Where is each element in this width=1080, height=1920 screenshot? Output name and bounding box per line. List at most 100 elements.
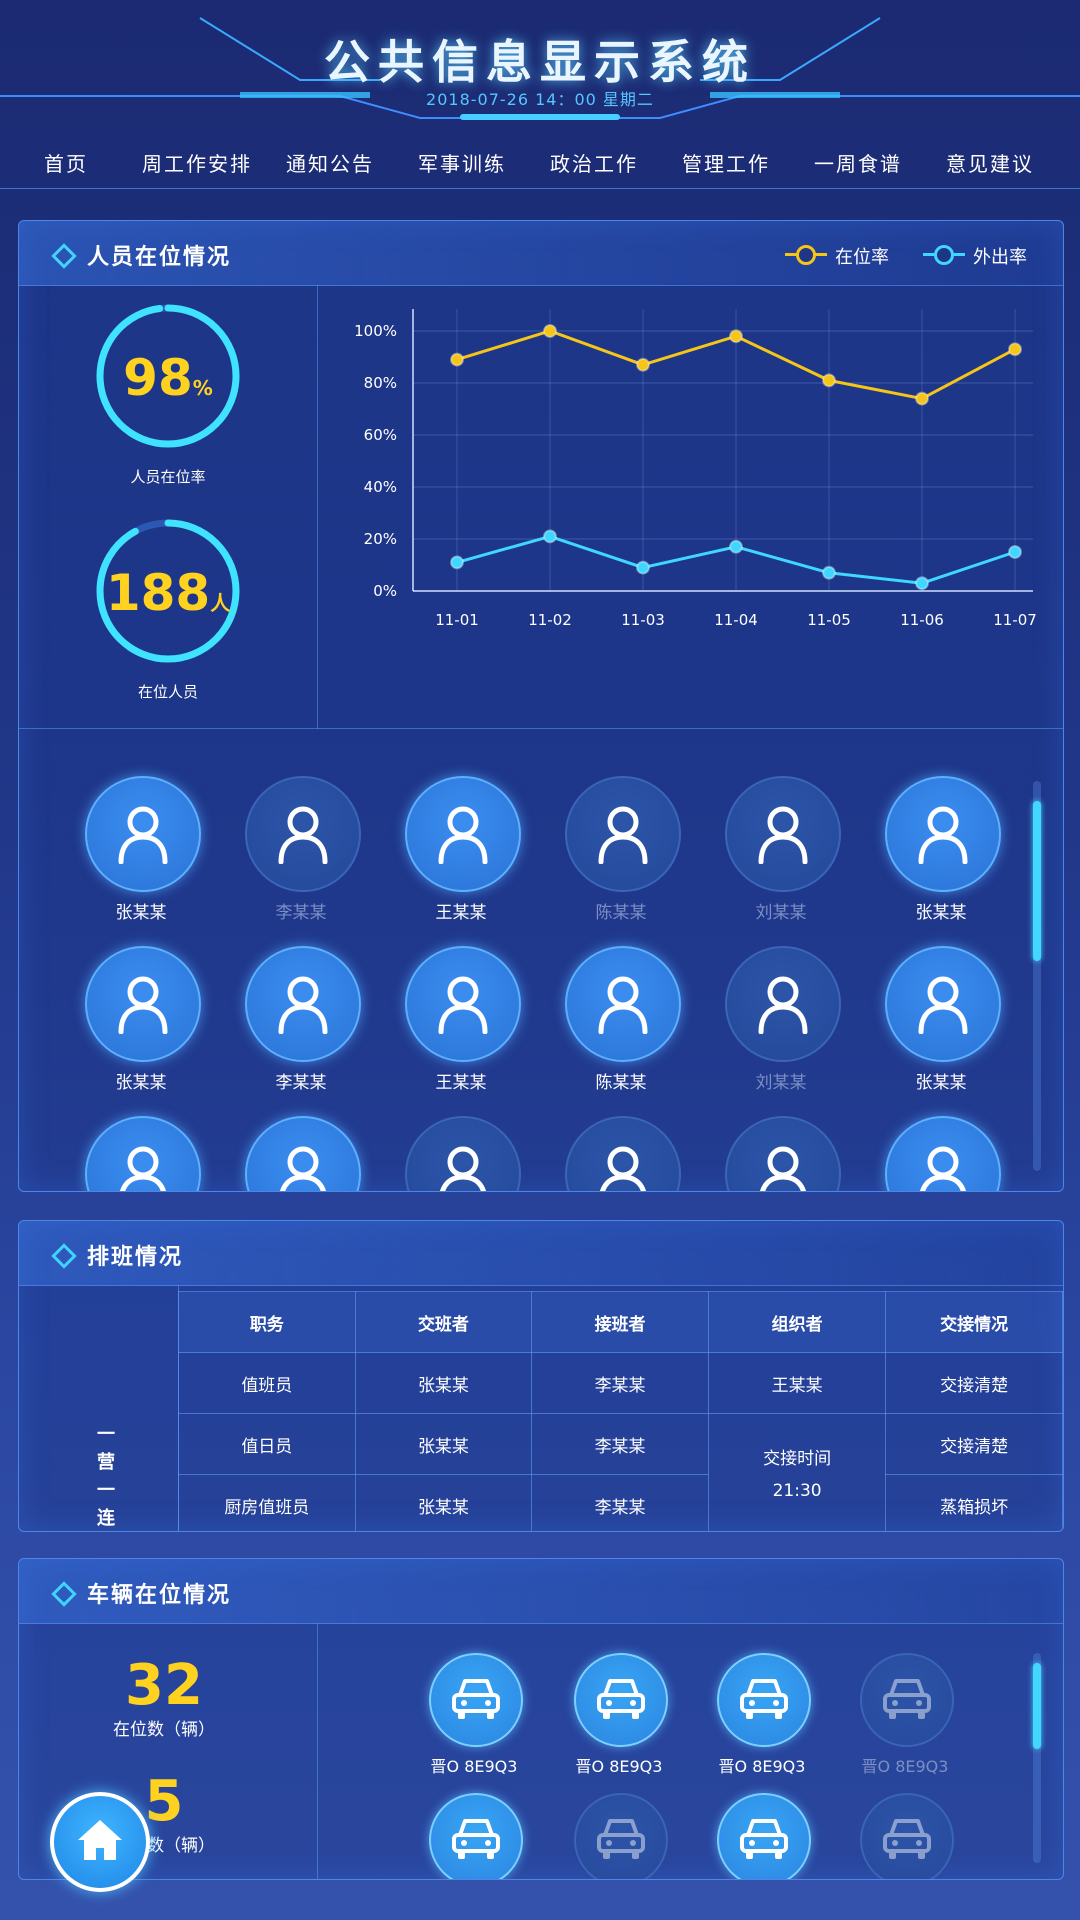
present-count-value: 188人 (105, 564, 231, 622)
person-card[interactable] (881, 1116, 1001, 1191)
x-tick-label: 11-07 (993, 611, 1037, 629)
user-icon (120, 1146, 166, 1191)
person-card[interactable]: 张某某 (81, 946, 201, 1106)
nav-item-suggestions[interactable]: 意见建议 (946, 152, 1034, 176)
avatar (245, 776, 361, 892)
vehicle-card[interactable]: 晋O 8E9Q3 (559, 1653, 679, 1783)
vehicle-card[interactable]: 晋O 8E9Q3 (845, 1653, 965, 1783)
nav-item-notices[interactable]: 通知公告 (286, 152, 374, 176)
avatar (565, 1116, 681, 1191)
avatar (565, 946, 681, 1062)
person-name: 张某某 (115, 1073, 167, 1093)
vehicle-avatar (574, 1653, 668, 1747)
personnel-scrollbar[interactable] (1033, 781, 1041, 1171)
person-card[interactable] (401, 1116, 521, 1191)
vehicle-card[interactable] (845, 1793, 965, 1879)
nav-item-military-training[interactable]: 军事训练 (418, 152, 506, 176)
column-header: 组织者 (707, 1291, 887, 1353)
table-cell: 厨房值班员 (178, 1474, 356, 1531)
table-cell: 交接清楚 (885, 1352, 1063, 1414)
diamond-icon (51, 1243, 77, 1269)
person-card[interactable]: 李某某 (241, 776, 361, 936)
personnel-scroll-thumb[interactable] (1033, 801, 1041, 961)
data-point (543, 529, 557, 544)
x-tick-label: 11-06 (900, 611, 944, 629)
person-card[interactable]: 张某某 (881, 946, 1001, 1106)
legend-label: 在位率 (835, 247, 889, 268)
person-name: 刘某某 (755, 903, 807, 923)
personnel-panel-header: 人员在位情况 在位率 外出率 (19, 221, 1063, 286)
person-card[interactable]: 陈某某 (561, 946, 681, 1106)
person-name: 李某某 (275, 1073, 327, 1093)
person-name: 刘某某 (755, 1073, 807, 1093)
user-icon (118, 806, 168, 864)
user-icon (280, 1146, 326, 1191)
person-name: 王某某 (435, 1073, 487, 1093)
user-icon (758, 806, 808, 864)
x-tick-label: 11-02 (528, 611, 572, 629)
vehicle-avatar (717, 1653, 811, 1747)
nav-item-weekly-work[interactable]: 周工作安排 (142, 152, 252, 176)
handover-time-cell: 交接时间 21:30 (707, 1413, 887, 1531)
car-icon (883, 1679, 931, 1719)
person-card[interactable]: 李某某 (241, 946, 361, 1106)
avatar (725, 1116, 841, 1191)
user-icon (918, 976, 968, 1034)
y-tick-label: 80% (364, 374, 397, 392)
data-point (1008, 545, 1022, 559)
person-name: 李某某 (275, 903, 327, 923)
presence-rate-ring (96, 304, 240, 448)
avatar (245, 946, 361, 1062)
person-card[interactable] (561, 1116, 681, 1191)
y-tick-label: 100% (354, 322, 397, 340)
column-header: 交接情况 (885, 1291, 1063, 1353)
vehicles-scroll-thumb[interactable] (1033, 1663, 1041, 1749)
table-cell: 李某某 (531, 1413, 709, 1475)
vehicle-card[interactable]: 晋O 8E9Q3 (702, 1653, 822, 1783)
person-card[interactable]: 刘某某 (721, 776, 841, 936)
y-tick-label: 0% (373, 582, 397, 600)
person-card[interactable]: 王某某 (401, 946, 521, 1106)
avatar (565, 776, 681, 892)
home-icon (78, 1820, 122, 1860)
avatar (405, 776, 521, 892)
table-cell: 张某某 (354, 1352, 533, 1414)
nav-item-management[interactable]: 管理工作 (682, 152, 770, 176)
person-card[interactable]: 刘某某 (721, 946, 841, 1106)
person-card[interactable]: 张某某 (81, 776, 201, 936)
person-card[interactable]: 陈某某 (561, 776, 681, 936)
avatar (85, 1116, 201, 1191)
page-title: 公共信息显示系统 (324, 35, 756, 89)
table-cell: 值班员 (178, 1352, 356, 1414)
person-card[interactable]: 张某某 (881, 776, 1001, 936)
user-icon (600, 1146, 646, 1191)
avatar (725, 946, 841, 1062)
user-icon (918, 806, 968, 864)
nav-item-weekly-menu[interactable]: 一周食谱 (814, 152, 902, 176)
vehicle-card[interactable]: 晋O 8E9Q3 (414, 1653, 534, 1783)
vehicle-avatar (429, 1653, 523, 1747)
vehicles-scrollbar[interactable] (1033, 1653, 1041, 1863)
person-card[interactable] (721, 1116, 841, 1191)
user-icon (598, 976, 648, 1034)
vehicle-avatar (860, 1653, 954, 1747)
person-card[interactable]: 王某某 (401, 776, 521, 936)
car-icon (452, 1819, 500, 1859)
person-card[interactable] (241, 1116, 361, 1191)
datetime-display: 2018-07-26 14：00 星期二 (426, 90, 654, 109)
person-name: 王某某 (435, 903, 487, 923)
nav-item-political-work[interactable]: 政治工作 (550, 152, 638, 176)
car-icon (883, 1819, 931, 1859)
user-icon (438, 806, 488, 864)
table-cell: 张某某 (354, 1413, 533, 1475)
vehicle-card[interactable] (559, 1793, 679, 1879)
vehicle-card[interactable] (702, 1793, 822, 1879)
person-card[interactable] (81, 1116, 201, 1191)
car-icon (452, 1679, 500, 1719)
present-count-label: 在位人员 (137, 683, 198, 701)
vehicle-card[interactable] (414, 1793, 534, 1879)
nav-item-home[interactable]: 首页 (44, 152, 88, 176)
table-cell: 值日员 (178, 1413, 356, 1475)
home-button[interactable] (50, 1792, 150, 1892)
data-point (543, 324, 557, 338)
